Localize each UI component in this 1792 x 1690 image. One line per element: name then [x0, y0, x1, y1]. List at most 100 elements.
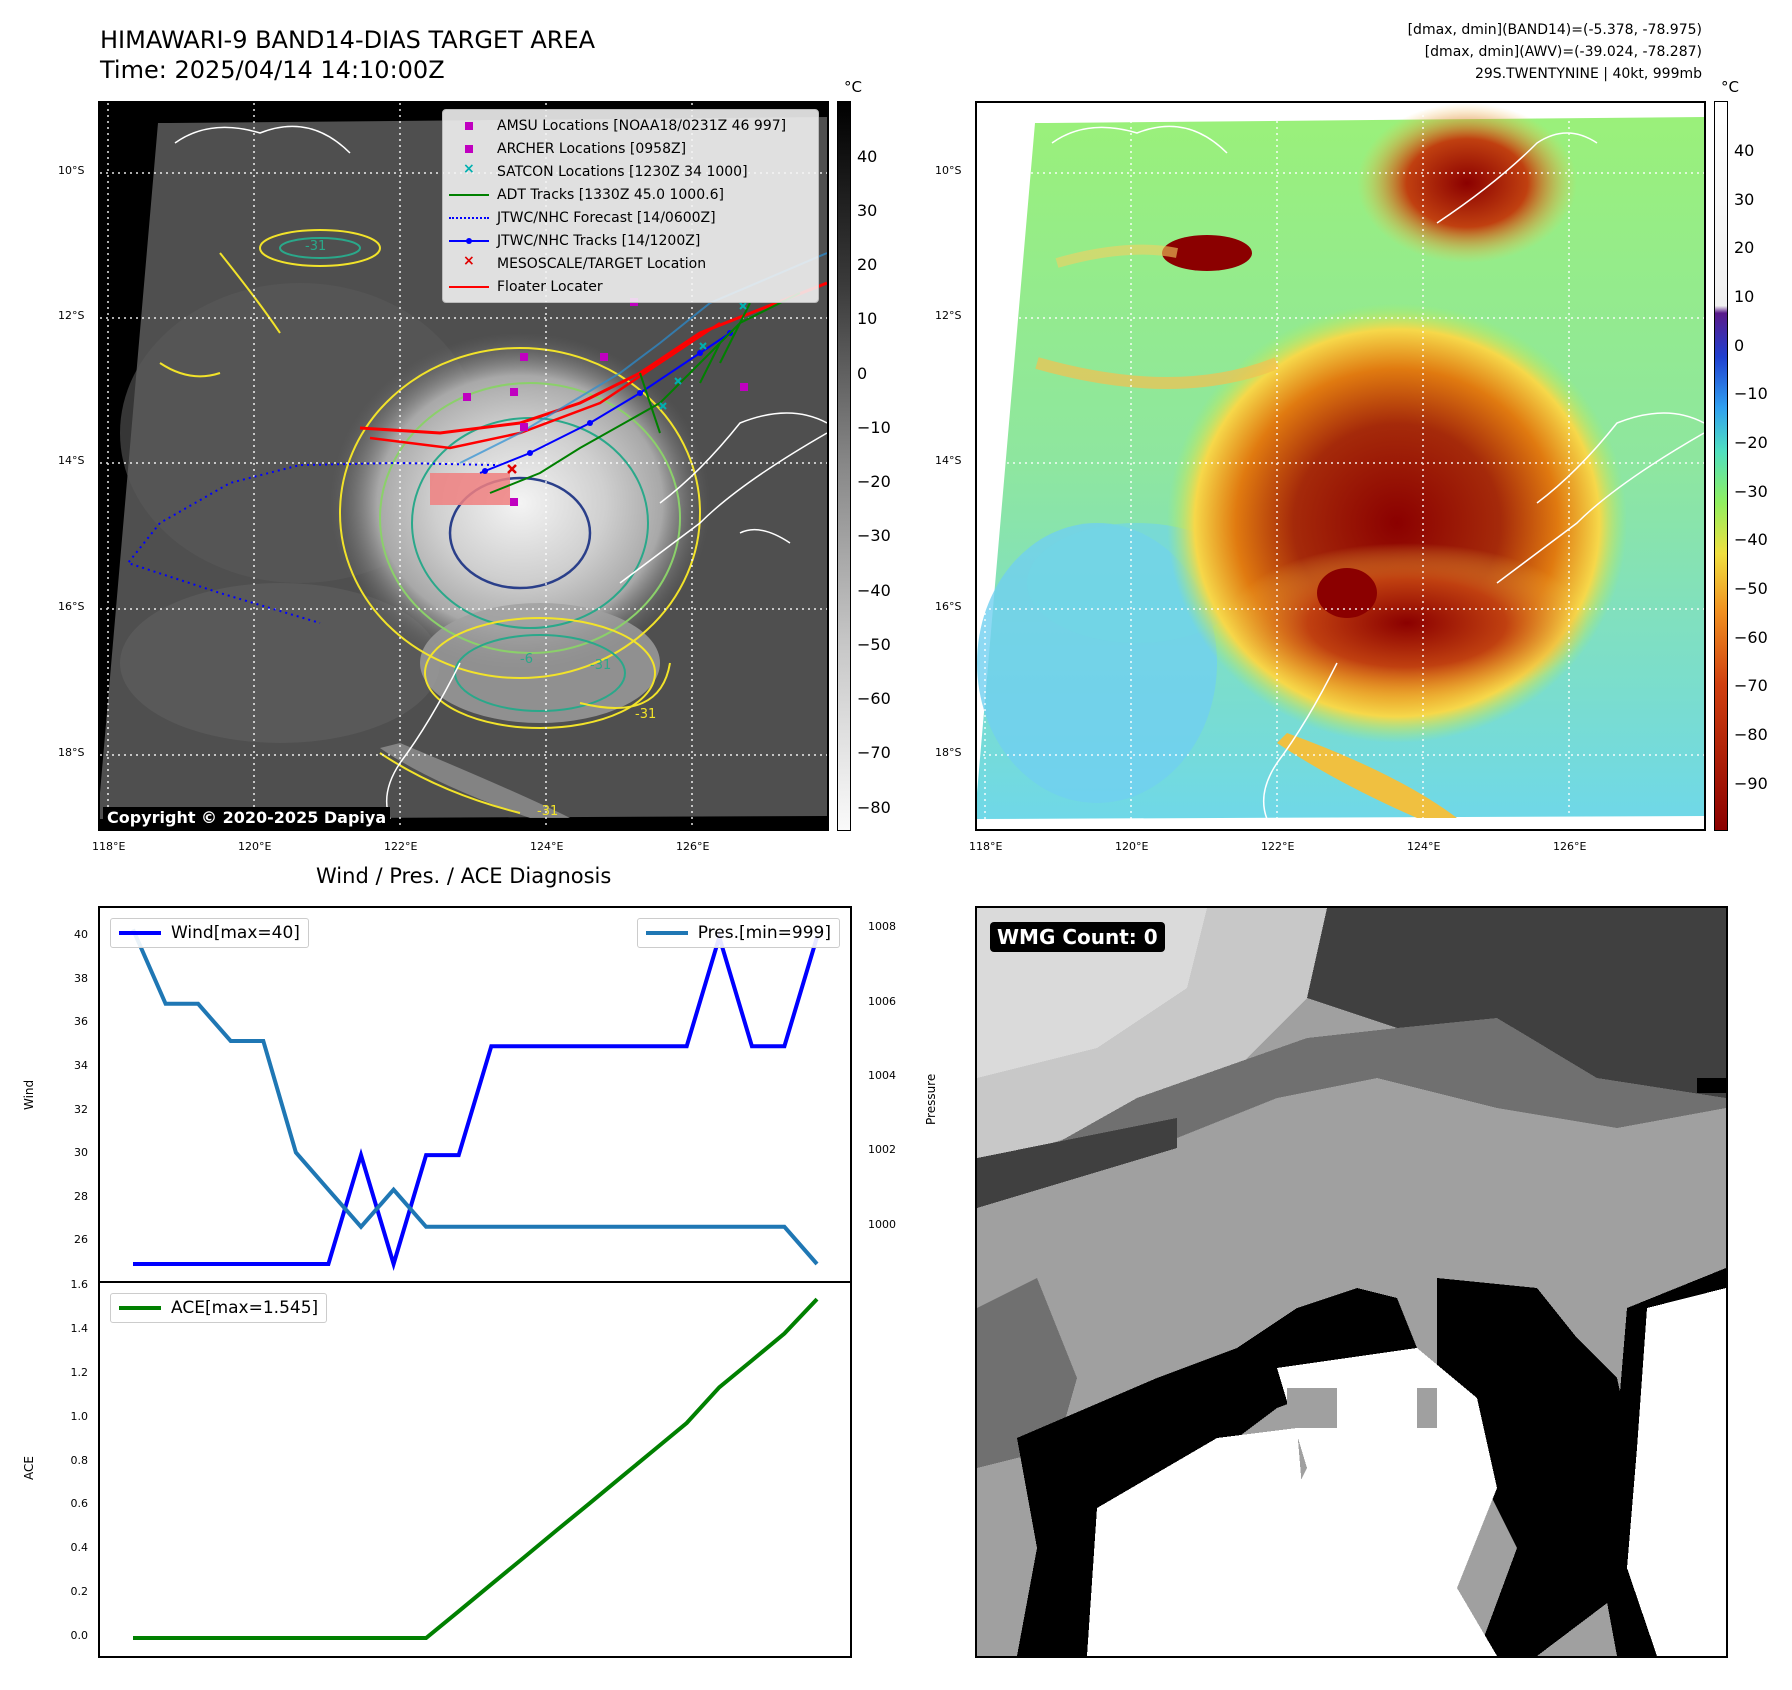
colorbar-tick: −40 — [857, 581, 891, 600]
colorbar-unit: °C — [844, 78, 862, 96]
ace-axis-label: ACE — [22, 1456, 36, 1480]
colorbar-tick: −80 — [857, 798, 891, 817]
y-tick-label: 1002 — [868, 1143, 896, 1157]
colorbar-tick: −50 — [1734, 579, 1768, 598]
map-title-line1: HIMAWARI-9 BAND14-DIAS TARGET AREA — [100, 26, 596, 54]
colorbar-tick: −50 — [857, 635, 891, 654]
colorbar-tick: −20 — [1734, 433, 1768, 452]
lat-label: 16°S — [58, 600, 85, 613]
contour-label: -31 — [305, 239, 326, 254]
colorbar-tick: −30 — [857, 526, 891, 545]
wmg-count-label: WMG Count: 0 — [990, 922, 1165, 952]
y-tick-label: 0.8 — [70, 1453, 89, 1467]
colorbar-tick: −90 — [1734, 774, 1768, 793]
legend-item-archer: ARCHER Locations [0958Z] — [449, 137, 812, 160]
target-location-marker — [507, 464, 517, 474]
color-map-canvas — [977, 103, 1704, 829]
y-tick-label: 32 — [74, 1102, 88, 1116]
colorbar-tick: −70 — [1734, 676, 1768, 695]
legend-item-jtwc-tracks: JTWC/NHC Tracks [14/1200Z] — [449, 229, 812, 252]
y-tick-label: 0.0 — [70, 1629, 89, 1643]
lat-label: 12°S — [935, 309, 962, 322]
color-colorbar-ticks: 40 30 20 10 0 −10 −20 −30 −40 −50 −60 −7… — [1734, 101, 1790, 831]
y-tick-label: 0.6 — [70, 1497, 89, 1511]
copyright-label: Copyright © 2020-2025 Dapiya — [103, 807, 391, 828]
y-tick-label: 1.4 — [70, 1321, 89, 1335]
legend-item-jtwc-forecast: JTWC/NHC Forecast [14/0600Z] — [449, 206, 812, 229]
colorbar-tick: −10 — [1734, 384, 1768, 403]
pressure-legend-label: Pres.[min=999] — [697, 923, 831, 943]
y-tick-label: 0.4 — [70, 1541, 89, 1555]
y-tick-label: 1006 — [868, 994, 896, 1008]
wind-legend: Wind[max=40] — [110, 918, 309, 948]
diagnosis-title: Wind / Pres. / ACE Diagnosis — [316, 864, 612, 888]
colorbar-tick: 0 — [857, 364, 868, 383]
y-tick-label: 1.6 — [70, 1278, 89, 1291]
lon-label: 126°E — [676, 840, 710, 853]
y-tick-label: 1.2 — [70, 1365, 89, 1379]
legend-label: ADT Tracks [1330Z 45.0 1000.6] — [497, 186, 724, 203]
y-tick-label: 36 — [74, 1015, 88, 1029]
lon-label: 122°E — [1261, 840, 1295, 853]
lon-label: 120°E — [1115, 840, 1149, 853]
colorbar-tick: 10 — [857, 309, 878, 328]
y-tick-label: 30 — [74, 1146, 88, 1160]
lat-label: 10°S — [935, 164, 962, 177]
wind-pressure-panel: Wind[max=40] Pres.[min=999] — [98, 906, 852, 1283]
map-title-line2: Time: 2025/04/14 14:10:00Z — [100, 56, 445, 84]
legend-item-satcon: × SATCON Locations [1230Z 34 1000] — [463, 160, 748, 180]
ace-legend: ACE[max=1.545] — [110, 1293, 328, 1323]
y-tick-label: 1000 — [868, 1217, 896, 1231]
wind-pressure-plot — [131, 928, 819, 1271]
lon-label: 118°E — [969, 840, 1003, 853]
lon-label: 120°E — [238, 840, 272, 853]
lat-label: 14°S — [58, 454, 85, 467]
contour-label: -31 — [635, 707, 656, 722]
colorbar-tick: −60 — [1734, 628, 1768, 647]
lat-label: 18°S — [935, 746, 962, 759]
pressure-series-line — [131, 928, 819, 1266]
colorbar-unit: °C — [1721, 78, 1739, 96]
legend-label: SATCON Locations [1230Z 34 1000] — [497, 163, 748, 180]
pressure-axis-label: Pressure — [924, 1073, 938, 1125]
colorbar-tick: −80 — [1734, 725, 1768, 744]
lat-label: 16°S — [935, 600, 962, 613]
legend-label: AMSU Locations [NOAA18/0231Z 46 997] — [497, 117, 787, 134]
jtwc-track — [479, 332, 731, 474]
gray-colorbar — [837, 101, 851, 831]
colorbar-tick: −70 — [857, 743, 891, 762]
colorbar-tick: 20 — [857, 255, 878, 274]
wind-axis-ticks: 26 28 30 32 34 36 38 40 — [40, 906, 94, 1283]
lat-label: 10°S — [58, 164, 85, 177]
ace-series-line — [133, 1297, 819, 1640]
y-tick-label: 34 — [74, 1058, 88, 1072]
legend-item-amsu: AMSU Locations [NOAA18/0231Z 46 997] — [449, 114, 812, 137]
lon-label: 118°E — [92, 840, 126, 853]
floater-box — [430, 473, 510, 505]
colorbar-tick: −10 — [857, 418, 891, 437]
ace-axis-ticks: 0.0 0.2 0.4 0.6 0.8 1.0 1.2 1.4 1.6 — [40, 1278, 94, 1658]
colorbar-tick: 20 — [1734, 238, 1755, 257]
floater-track — [359, 281, 827, 435]
legend-label: JTWC/NHC Forecast [14/0600Z] — [497, 209, 716, 226]
contour-label: -6 — [520, 652, 533, 667]
colorbar-tick: −30 — [1734, 482, 1768, 501]
pressure-legend: Pres.[min=999] — [636, 918, 840, 948]
wind-series-line — [133, 930, 819, 1271]
legend-item-adt: ADT Tracks [1330Z 45.0 1000.6] — [449, 183, 812, 206]
y-tick-label: 28 — [74, 1189, 88, 1203]
jtwc-forecast-track — [126, 461, 496, 624]
contour-label: -31 — [590, 658, 611, 673]
y-tick-label: 1008 — [868, 920, 896, 934]
colorbar-tick: 30 — [1734, 190, 1755, 209]
dmax-band14-text: [dmax, dmin](BAND14)=(-5.378, -78.975) — [1407, 22, 1702, 38]
colorbar-tick: 0 — [1734, 336, 1745, 355]
lat-label: 14°S — [935, 454, 962, 467]
pressure-axis-ticks: 1000 1002 1004 1006 1008 — [860, 906, 916, 1283]
lon-label: 126°E — [1553, 840, 1587, 853]
colorbar-tick: −60 — [857, 689, 891, 708]
storm-info-text: 29S.TWENTYNINE | 40kt, 999mb — [1474, 66, 1702, 82]
y-tick-label: 1.0 — [70, 1409, 89, 1423]
wmg-panel: WMG Count: 0 — [975, 906, 1728, 1658]
legend-label: Floater Locater — [497, 278, 603, 295]
